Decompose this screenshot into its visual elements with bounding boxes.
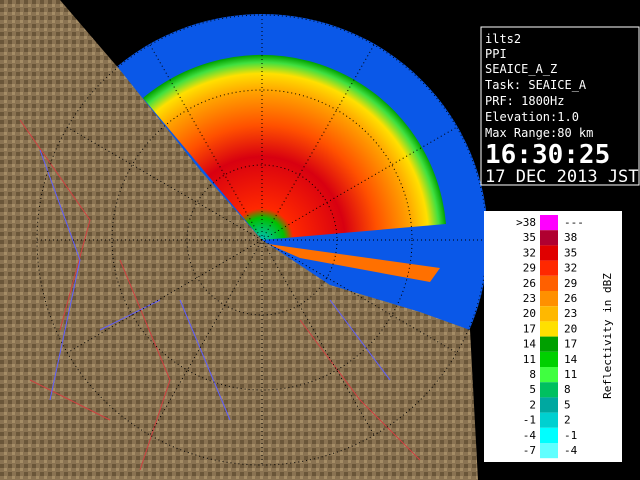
legend-to: 38 <box>564 231 577 244</box>
info-text: ilts2 PPI SEAICE_A_Z Task: SEAICE_A PRF:… <box>485 32 639 187</box>
legend-to: 32 <box>564 262 577 275</box>
task: Task: SEAICE_A <box>485 78 587 92</box>
legend-from: 23 <box>523 292 536 305</box>
legend-swatch <box>540 427 558 443</box>
legend-to: 23 <box>564 307 577 320</box>
legend-swatch <box>540 367 558 383</box>
time: 16:30:25 <box>485 140 610 170</box>
map <box>0 0 488 480</box>
legend-from: 11 <box>523 353 536 366</box>
date: 17 DEC 2013 JST <box>485 167 639 187</box>
legend-swatch <box>540 291 558 307</box>
legend-title: Reflectivity in dBZ <box>601 273 614 399</box>
legend-from: 26 <box>523 277 536 290</box>
legend-from: 2 <box>529 398 536 411</box>
echo-area <box>143 54 446 240</box>
legend-swatch <box>540 245 558 261</box>
legend-swatch <box>540 215 558 231</box>
legend-from: 17 <box>523 322 536 335</box>
legend-swatch <box>540 230 558 246</box>
legend-swatch <box>540 275 558 291</box>
legend-swatch <box>540 321 558 337</box>
legend-from: -1 <box>523 414 536 427</box>
legend-to: 35 <box>564 246 577 259</box>
legend-to: 17 <box>564 338 577 351</box>
legend-from: 5 <box>529 383 536 396</box>
legend-swatch <box>540 382 558 398</box>
legend-to: -1 <box>564 429 577 442</box>
rivers <box>39 149 391 421</box>
legend-swatch <box>540 306 558 322</box>
border-lines <box>19 119 421 471</box>
legend-swatch <box>540 260 558 276</box>
legend-to: 2 <box>564 414 571 427</box>
legend-to: 26 <box>564 292 577 305</box>
legend-to: 5 <box>564 398 571 411</box>
legend-from: -7 <box>523 444 536 457</box>
legend-from: -4 <box>523 429 537 442</box>
info-box <box>480 26 640 186</box>
legend-from: 29 <box>523 262 536 275</box>
legend-swatch <box>540 336 558 352</box>
legend-swatch <box>540 412 558 428</box>
legend-to: --- <box>564 216 584 229</box>
land <box>0 0 478 480</box>
legend-from: 20 <box>523 307 536 320</box>
legend-to: 11 <box>564 368 577 381</box>
site: ilts2 <box>485 32 521 46</box>
legend-from: >38 <box>516 216 536 229</box>
legend-to: 20 <box>564 322 577 335</box>
legend-from: 32 <box>523 246 536 259</box>
legend-swatch <box>540 351 558 367</box>
max-range: Max Range:80 km <box>485 126 593 140</box>
legend-to: 29 <box>564 277 577 290</box>
elevation: Elevation:1.0 <box>485 110 579 124</box>
legend-from: 35 <box>523 231 536 244</box>
legend-from: 14 <box>523 338 537 351</box>
prf: PRF: 1800Hz <box>485 94 564 108</box>
legend-to: 14 <box>564 353 578 366</box>
legend-to: -4 <box>564 444 578 457</box>
legend: >38 --- 35 38 32 35 29 32 26 29 23 26 20 23 17 20 14 17 11… <box>516 215 584 459</box>
legend-from: 8 <box>529 368 536 381</box>
product: PPI <box>485 47 507 61</box>
field: SEAICE_A_Z <box>485 62 557 76</box>
legend-to: 8 <box>564 383 571 396</box>
legend-swatch <box>540 443 558 459</box>
echo-strip <box>268 244 440 282</box>
legend-swatch <box>540 397 558 413</box>
